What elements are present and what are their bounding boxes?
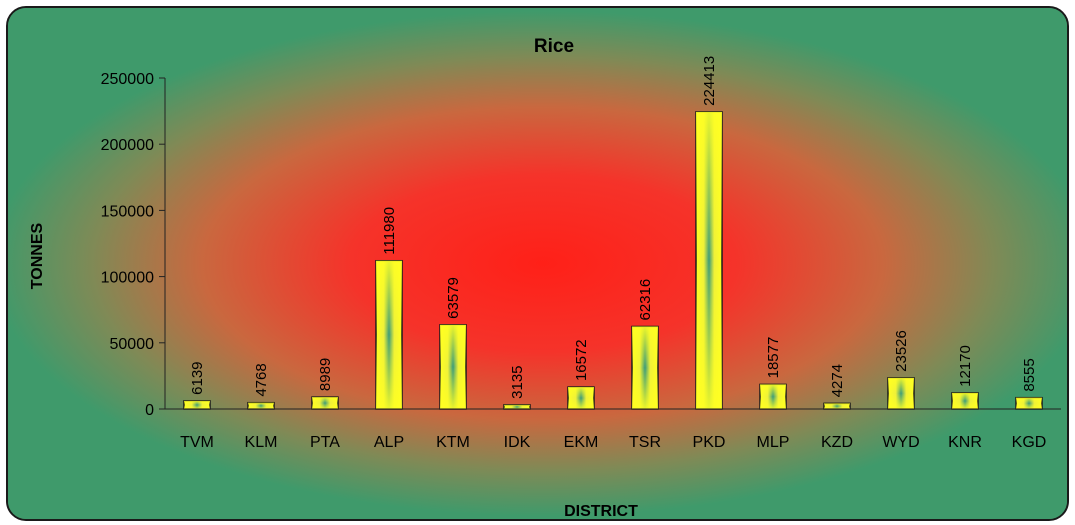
value-label-wyd: 23526: [893, 330, 910, 372]
value-label-tsr: 62316: [637, 279, 654, 321]
x-tick-label-knr: KNR: [948, 434, 982, 451]
bar-shade-kgd: [1016, 397, 1042, 409]
x-axis-label: DISTRICT: [564, 503, 638, 519]
bar-shade-ekm: [568, 387, 594, 409]
y-tick-label: 200000: [101, 137, 154, 154]
rice-bar-chart: Rice TONNES DISTRICT 0 50000 100000 150000 2…: [8, 8, 1067, 519]
y-axis-label: TONNES: [29, 222, 46, 289]
bar-shade-pta: [312, 397, 338, 409]
value-label-pta: 8989: [317, 358, 334, 391]
x-tick-label-tvm: TVM: [180, 434, 214, 451]
bar-shade-ktm: [440, 324, 466, 409]
value-label-idk: 3135: [509, 365, 526, 398]
y-tick-label: 50000: [110, 336, 155, 353]
x-tick-label-kzd: KZD: [821, 434, 853, 451]
value-label-alp: 111980: [381, 207, 398, 255]
value-label-ktm: 63579: [445, 277, 462, 319]
value-label-kzd: 4274: [829, 364, 846, 397]
x-tick-label-mlp: MLP: [757, 434, 790, 451]
y-tick-label: 150000: [101, 203, 154, 220]
bar-shade-klm: [248, 402, 274, 409]
x-tick-label-tsr: TSR: [629, 434, 661, 451]
y-axis-ticks: 0 50000 100000 150000 200000 250000: [101, 71, 165, 419]
x-tick-label-idk: IDK: [504, 434, 531, 451]
value-label-kgd: 8555: [1021, 358, 1038, 391]
bar-shade-mlp: [760, 384, 786, 409]
x-tick-label-pta: PTA: [310, 434, 340, 451]
x-axis-ticks: TVM KLM PTA ALP KTM IDK EKM TSR PKD MLP KZD WYD KNR K…: [180, 434, 1046, 451]
y-tick-label: 250000: [101, 71, 154, 88]
x-tick-label-ktm: KTM: [436, 434, 470, 451]
x-tick-label-klm: KLM: [245, 434, 278, 451]
bar-shade-kzd: [824, 403, 850, 409]
y-tick-label: 100000: [101, 270, 154, 287]
value-label-pkd: 224413: [701, 56, 718, 106]
bar-shade-knr: [952, 392, 978, 409]
value-label-ekm: 16572: [573, 339, 590, 381]
value-label-mlp: 18577: [765, 337, 782, 379]
value-label-klm: 4768: [253, 363, 270, 396]
chart-frame: Rice TONNES DISTRICT 0 50000 100000 150000 2…: [6, 6, 1069, 521]
bar-shade-tsr: [632, 326, 658, 409]
chart-title: Rice: [534, 36, 574, 57]
bar-shade-pkd: [696, 111, 722, 409]
bar-shade-alp: [376, 260, 402, 409]
bar-shade-idk: [504, 404, 530, 409]
x-tick-label-kgd: KGD: [1012, 434, 1047, 451]
x-tick-label-wyd: WYD: [882, 434, 919, 451]
y-tick-label: 0: [145, 402, 154, 419]
value-label-knr: 12170: [957, 345, 974, 387]
chart-background: [8, 8, 1067, 519]
value-label-tvm: 6139: [189, 361, 206, 394]
x-tick-label-pkd: PKD: [693, 434, 726, 451]
x-tick-label-alp: ALP: [374, 434, 404, 451]
bar-shade-wyd: [888, 377, 914, 409]
bar-shade-tvm: [184, 400, 210, 409]
bars: 6139 4768 8989 111980 63579 3135 16572 62316 224…: [183, 56, 1043, 410]
x-tick-label-ekm: EKM: [564, 434, 599, 451]
